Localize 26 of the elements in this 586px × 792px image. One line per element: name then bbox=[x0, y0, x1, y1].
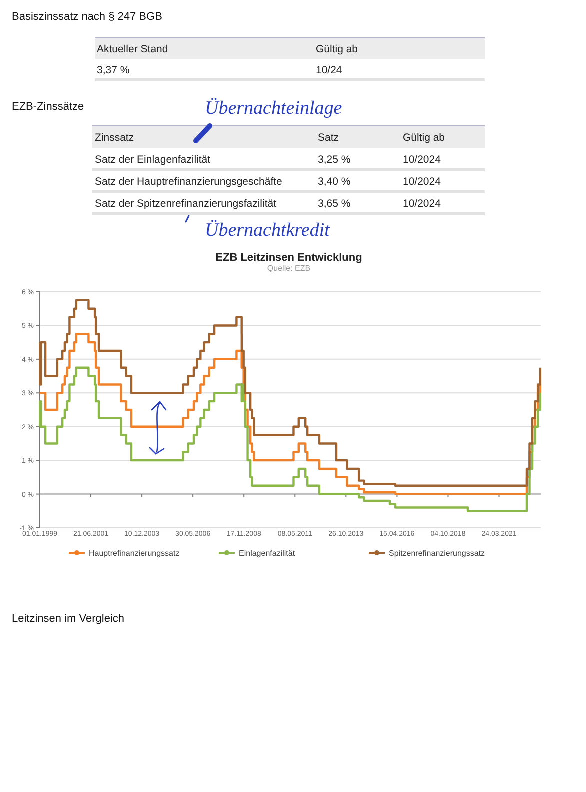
category-label: Satz der Hauptrefinanzierungsgeschäfte bbox=[95, 176, 282, 188]
category-label: Satz der Spitzenrefinanzierungsfazilität bbox=[95, 198, 277, 210]
text: Übernachteinlage bbox=[205, 98, 342, 119]
legend-label: Hauptrefinanzierungssatz bbox=[89, 549, 180, 558]
text: Basiszinssatz nach § 247 BGB bbox=[12, 11, 162, 23]
text: 3,65 % bbox=[318, 198, 351, 210]
text: 3,25 % bbox=[318, 154, 351, 166]
text: 10/2024 bbox=[403, 176, 441, 188]
legend-label: Spitzenrefinanzierungssatz bbox=[389, 549, 486, 558]
category-label: Satz der Einlagenfazilität bbox=[95, 154, 211, 166]
text: 3,37 % bbox=[97, 64, 130, 76]
legend-label: Einlagenfazilität bbox=[239, 549, 296, 558]
text: 10/24 bbox=[316, 64, 342, 76]
category-label: Aktueller Stand bbox=[97, 43, 168, 56]
category-label: Gültig ab bbox=[403, 132, 446, 144]
category-label: Zinssatz bbox=[95, 132, 134, 144]
text: Übernachtkredit bbox=[205, 220, 331, 241]
text: Leitzinsen im Vergleich bbox=[12, 613, 125, 625]
category-label: Gültig ab bbox=[316, 43, 358, 56]
chart-subtitle: Quelle: EZB bbox=[267, 264, 311, 273]
chart-title: EZB Leitzinsen Entwicklung bbox=[216, 252, 362, 264]
text: 10/2024 bbox=[403, 198, 441, 210]
text: EZB-Zinssätze bbox=[12, 101, 84, 113]
category-label: Satz bbox=[318, 132, 340, 144]
text: 10/2024 bbox=[403, 154, 441, 166]
text: 3,40 % bbox=[318, 176, 351, 188]
